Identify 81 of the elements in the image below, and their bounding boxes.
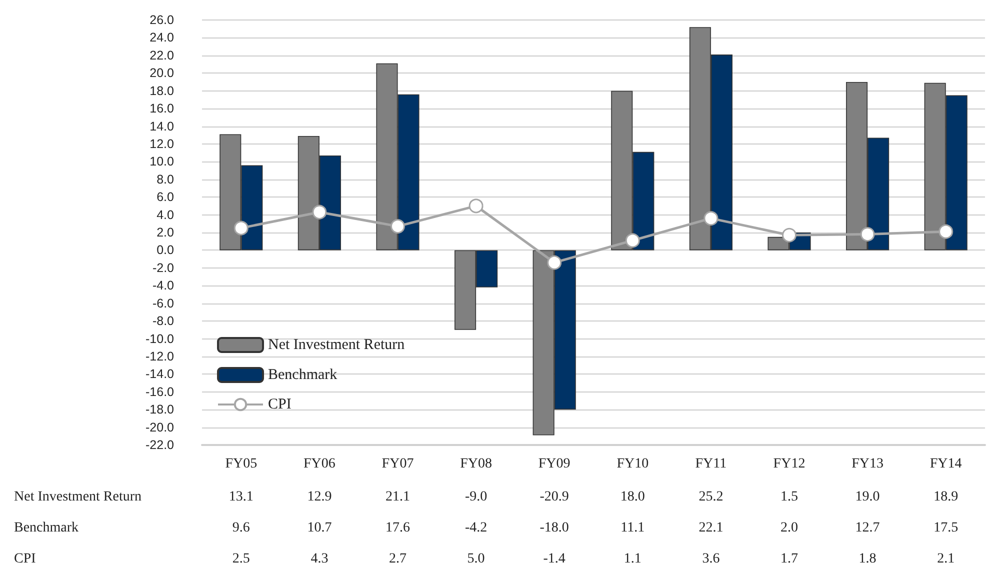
point [625, 233, 640, 248]
data-label: 25.2 [698, 490, 724, 504]
data-label: 2.7 [389, 552, 406, 566]
y-tick-label: -8.0 [152, 314, 174, 328]
y-tick-label: -18.0 [146, 402, 174, 417]
point [704, 211, 718, 226]
x-tick-label: FY05 [225, 456, 258, 472]
point [390, 219, 405, 234]
y-tick-label: -10.0 [146, 332, 174, 346]
x-tick-label: FY07 [382, 456, 414, 472]
y-tick-label: -16.0 [146, 384, 174, 399]
data-label: 17.6 [386, 520, 410, 536]
y-tick-label: 18.0 [150, 84, 174, 98]
point [938, 224, 954, 239]
y-tick-label: 12.0 [150, 136, 174, 151]
data-label: 5.0 [467, 552, 485, 566]
y-tick-label: 20.0 [150, 66, 174, 80]
y-tick-label: 22.0 [150, 48, 174, 62]
y-tick-label: -2.0 [152, 260, 174, 275]
x-tick-label: FY09 [538, 456, 570, 472]
legend-label: CPI [268, 396, 292, 412]
data-label: 2.1 [937, 552, 955, 566]
y-tick-label: -22.0 [146, 438, 174, 452]
y-tick-label: 0.0 [156, 243, 174, 258]
y-tick-label: 2.0 [156, 226, 174, 240]
y-tick-label: 26.0 [150, 13, 174, 27]
data-label: 10.7 [307, 520, 332, 536]
data-label: 4.3 [310, 552, 328, 566]
point [234, 220, 248, 236]
y-tick-label: 4.0 [156, 208, 174, 222]
data-label: 18.0 [620, 490, 645, 504]
data-label: 12.9 [307, 490, 332, 504]
data-label: 21.1 [386, 490, 410, 504]
x-tick-label: FY13 [852, 456, 884, 472]
data-label: 22.1 [698, 520, 724, 536]
data-label: 1.7 [780, 552, 798, 566]
legend-label: Net Investment Return [268, 337, 406, 353]
data-label: -9.0 [464, 490, 488, 504]
data-label: 18.9 [934, 490, 958, 504]
data-label: 3.6 [702, 552, 720, 566]
data-label: 17.5 [934, 520, 958, 536]
point [312, 204, 327, 220]
text: CPI [14, 552, 36, 566]
data-label: -18.0 [540, 520, 569, 536]
x-tick-label: FY12 [773, 456, 806, 472]
point [468, 198, 484, 214]
y-tick-label: 6.0 [156, 190, 174, 204]
y-tick-label: 24.0 [150, 30, 174, 45]
data-label: -1.4 [543, 552, 566, 566]
x-tick-label: FY14 [930, 456, 962, 472]
data-label: 12.7 [855, 520, 880, 536]
point [782, 228, 796, 242]
x-tick-label: FY10 [616, 456, 649, 472]
y-tick-label: 16.0 [150, 102, 174, 116]
y-tick-label: -12.0 [146, 349, 174, 364]
y-tick-label: -4.0 [152, 278, 174, 293]
data-label: 2.5 [232, 552, 250, 566]
point [860, 227, 875, 242]
y-tick-label: 8.0 [156, 172, 174, 186]
point [547, 255, 562, 270]
y-tick-label: -20.0 [146, 420, 174, 434]
data-label: 2.0 [780, 520, 798, 536]
text: Net Investment Return [14, 490, 142, 504]
x-tick-label: FY08 [460, 456, 492, 472]
data-label: -4.2 [464, 520, 488, 536]
data-label: 11.1 [620, 520, 645, 536]
data-label: 13.1 [228, 490, 254, 504]
y-tick-label: -6.0 [152, 296, 174, 310]
y-tick-label: 10.0 [150, 154, 174, 169]
data-label: 9.6 [232, 520, 250, 536]
data-label: 1.1 [624, 552, 642, 566]
data-label: 19.0 [855, 490, 880, 504]
y-tick-label: 14.0 [150, 119, 174, 134]
legend-label: Benchmark [268, 367, 338, 383]
x-tick-label: FY06 [303, 456, 336, 472]
text: Benchmark [14, 520, 79, 536]
y-tick-label: -14.0 [146, 367, 174, 382]
data-label: 1.5 [780, 490, 798, 504]
data-label: 1.8 [858, 552, 876, 566]
data-label: -20.9 [540, 490, 569, 504]
x-tick-label: FY11 [695, 456, 727, 472]
